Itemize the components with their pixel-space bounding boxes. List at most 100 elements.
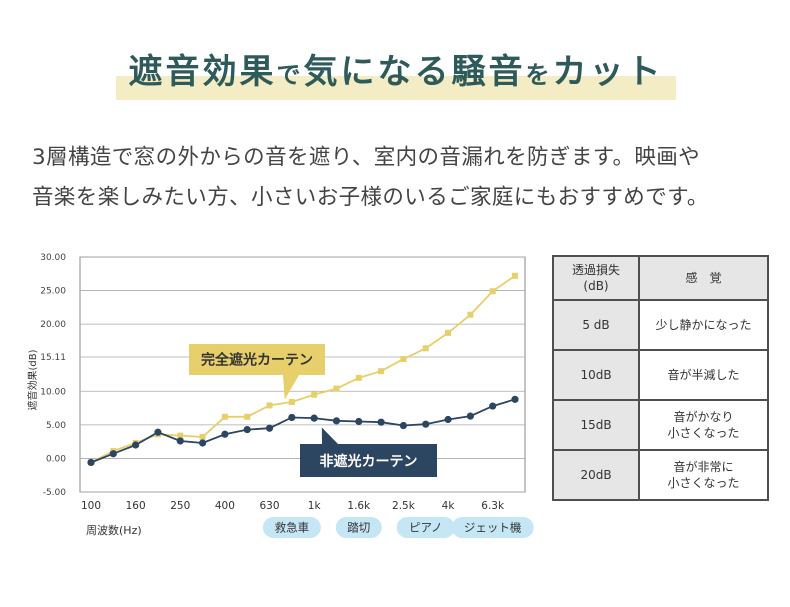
data-point-0 (489, 288, 496, 295)
callout-box-0 (189, 344, 325, 375)
data-point-1 (399, 421, 408, 430)
title-particle-1: で (276, 61, 304, 89)
table-header-feel: 感 覚 (638, 255, 769, 301)
chart-grid (79, 256, 526, 493)
data-point-1 (221, 430, 229, 438)
x-tick-label: 100 (81, 500, 101, 512)
intro-line-2: 音楽を楽しみたい方、小さいお子様のいるご家庭にもおすすめです。 (32, 185, 709, 210)
data-point-0 (378, 368, 385, 375)
data-point-1 (466, 412, 474, 420)
headline-highlight (116, 76, 676, 100)
intro-line-1: 3層構造で窓の外からの音を遮り、室内の音漏れを防ぎます。映画や (32, 145, 701, 170)
data-point-0 (445, 329, 452, 336)
callout-label-0: 完全遮光カーテン (201, 352, 313, 369)
table-row: 15dB 音がかなり 小さくなった (552, 399, 769, 451)
x-tick-label: 4k (442, 500, 456, 512)
data-point-1 (154, 428, 162, 436)
noise-badge-label: ピアノ (409, 521, 442, 535)
table-cell-feel: 音がかなり 小さくなった (638, 399, 769, 451)
y-tick-label: 15.11 (40, 353, 66, 363)
title-part-1: 遮音効果 (128, 52, 277, 92)
data-point-1 (109, 450, 117, 458)
transmission-loss-table: 透過損失 (dB) 感 覚 5 dB 少し静かになった 10dB 音が半減した … (552, 255, 769, 501)
series-lines (90, 275, 516, 464)
table-cell-db: 5 dB (552, 299, 640, 351)
table-cell-db: 20dB (552, 449, 640, 501)
x-tick-label: 400 (215, 500, 235, 512)
noise-badge (262, 517, 321, 538)
table-row: 10dB 音が半減した (552, 349, 769, 401)
data-point-0 (512, 272, 518, 279)
noise-badge-label: 踏切 (347, 521, 370, 535)
table-row: 5 dB 少し静かになった (552, 299, 769, 351)
y-tick-label: 20.00 (40, 320, 66, 330)
title-part-2: 気になる騒音 (303, 52, 526, 92)
data-point-1 (265, 424, 274, 432)
y-tick-label: 5.00 (46, 421, 66, 431)
x-tick-label: 1.6k (347, 500, 371, 512)
page-title: 遮音効果で気になる騒音をカット (116, 44, 676, 93)
x-tick-label: 160 (126, 500, 146, 512)
data-point-1 (310, 414, 318, 422)
table-cell-feel: 少し静かになった (638, 299, 769, 351)
data-point-1 (243, 425, 251, 434)
data-point-1 (332, 417, 341, 425)
data-point-0 (288, 399, 295, 406)
table-row: 20dB 音が非常に 小さくなった (552, 449, 769, 501)
data-point-1 (288, 413, 296, 422)
x-tick-labels: 100 160 250 400 630 1k 1.6k 2.5k 4k 6.3k (81, 500, 505, 512)
x-tick-label: 630 (260, 500, 280, 512)
table-cell-db: 10dB (552, 349, 640, 401)
data-point-0 (422, 345, 429, 352)
data-point-1 (198, 439, 207, 447)
noise-badge (396, 517, 455, 538)
data-point-0 (400, 356, 407, 363)
x-axis-label: 周波数(Hz) (86, 524, 142, 537)
callout-pointer-0 (283, 375, 299, 400)
title-particle-2: を (525, 61, 553, 89)
table-header-row: 透過損失 (dB) 感 覚 (552, 255, 769, 301)
data-point-1 (377, 418, 385, 426)
x-tick-label: 250 (170, 500, 190, 512)
noise-badge-label: ジェット機 (464, 521, 522, 535)
y-tick-label: -5.00 (43, 488, 67, 498)
y-tick-label: 30.00 (40, 253, 66, 263)
data-point-0 (266, 402, 273, 409)
x-tick-label: 2.5k (392, 500, 416, 512)
data-point-1 (511, 395, 519, 403)
data-point-0 (244, 413, 251, 420)
noise-badge-label: 救急車 (275, 521, 310, 535)
callout-pointer-1 (321, 427, 338, 444)
data-point-1 (87, 458, 95, 467)
data-point-1 (444, 415, 452, 424)
data-point-0 (333, 385, 340, 392)
y-axis-label: 遮音効果(dB) (26, 349, 39, 410)
data-point-1 (422, 420, 430, 428)
noise-badge (335, 517, 382, 538)
title-part-3: カット (552, 52, 664, 92)
data-point-0 (467, 311, 474, 318)
data-point-1 (355, 417, 363, 426)
series-points (87, 272, 519, 467)
data-point-1 (489, 402, 497, 410)
y-tick-label: 0.00 (46, 454, 66, 464)
y-tick-label: 25.00 (40, 287, 66, 297)
data-point-0 (221, 413, 228, 420)
noise-badge (451, 517, 534, 538)
callout-label-1: 非遮光カーテン (320, 453, 418, 470)
data-point-0 (311, 391, 318, 398)
data-point-0 (177, 432, 184, 439)
data-point-1 (176, 437, 184, 445)
table-cell-feel: 音が半減した (638, 349, 769, 401)
intro-text: 3層構造で窓の外からの音を遮り、室内の音漏れを防ぎます。映画や 音楽を楽しみたい… (32, 138, 772, 218)
data-point-1 (132, 441, 140, 449)
headline-block: 遮音効果で気になる騒音をカット (116, 44, 676, 100)
table-cell-db: 15dB (552, 399, 640, 451)
y-tick-labels: 30.00 25.00 20.00 15.11 10.00 5.00 0.00 -5.00 (40, 253, 66, 498)
y-tick-label: 10.00 (40, 387, 66, 397)
sound-insulation-chart: 30.00 25.00 20.00 15.11 10.00 5.00 0.00 -5.00 1… (26, 253, 534, 538)
table-cell-feel: 音が非常に 小さくなった (638, 449, 769, 501)
data-point-0 (199, 433, 206, 440)
data-point-0 (355, 374, 362, 381)
